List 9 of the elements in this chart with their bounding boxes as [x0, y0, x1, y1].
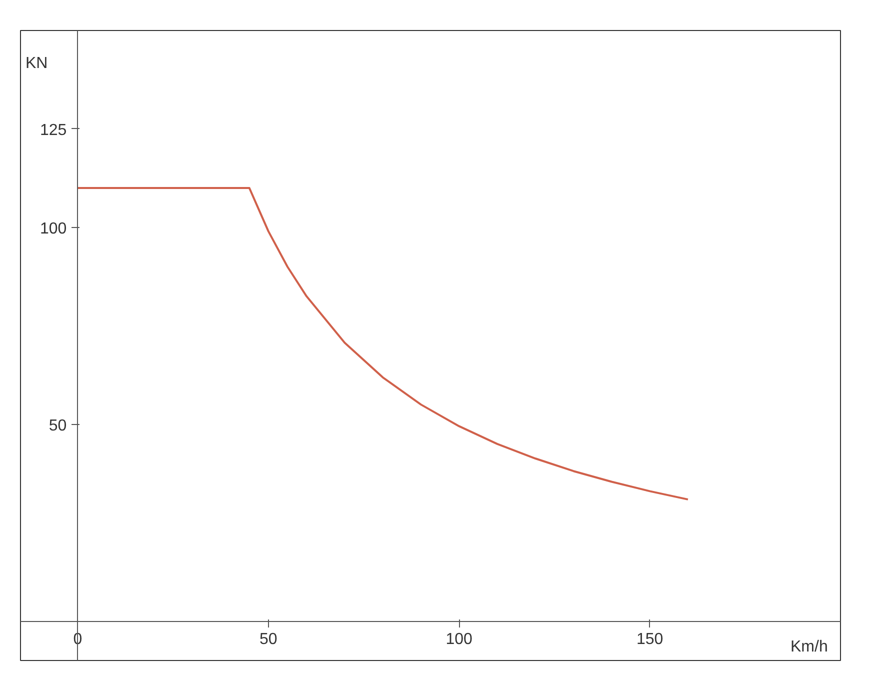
x-tick-label: 100: [446, 631, 473, 648]
y-axis-title: KN: [26, 54, 48, 72]
x-tick-label: 150: [636, 631, 664, 648]
line-series: [76, 187, 689, 500]
y-tick-label: 125: [40, 122, 67, 139]
y-tick-label: 50: [48, 417, 67, 434]
x-axis-title: Km/h: [790, 638, 828, 656]
x-tick-label: 50: [260, 631, 278, 648]
y-tick-label: 100: [40, 220, 67, 238]
